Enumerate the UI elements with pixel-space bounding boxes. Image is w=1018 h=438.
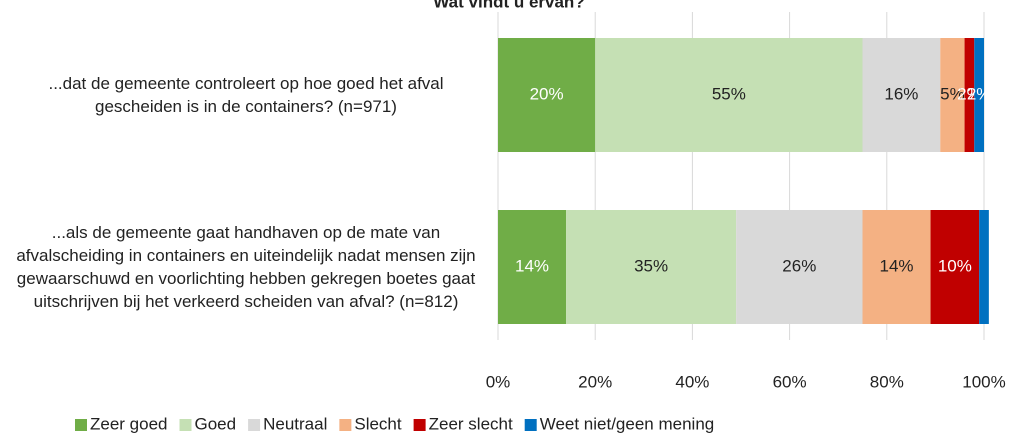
x-tick-label: 100%: [962, 372, 1005, 391]
bar-segment: [736, 210, 863, 324]
bar-segment: [930, 210, 980, 324]
legend-label: Neutraal: [263, 414, 327, 433]
value-label: 26%: [782, 256, 816, 275]
bar-segment: [862, 38, 941, 152]
bar-segment: [940, 38, 965, 152]
x-tick-label: 0%: [486, 372, 511, 391]
category-label: ...dat de gemeente controleert op hoe go…: [48, 74, 444, 116]
legend-label: Zeer slecht: [429, 414, 513, 433]
value-label: 16%: [884, 84, 918, 103]
bar-segment: [498, 38, 596, 152]
legend-swatch: [179, 419, 192, 431]
x-tick-label: 80%: [870, 372, 904, 391]
legend-label: Goed: [195, 414, 237, 433]
bar-segment: [595, 38, 863, 152]
legend-swatch: [524, 419, 537, 431]
legend-swatch: [248, 419, 261, 431]
value-label: 20%: [530, 84, 564, 103]
value-label: 10%: [938, 256, 972, 275]
value-label: 2%: [967, 84, 992, 103]
bar-segment: [862, 210, 931, 324]
x-tick-label: 20%: [578, 372, 612, 391]
value-label: 35%: [634, 256, 668, 275]
category-label: ...als de gemeente gaat handhaven op de …: [16, 223, 476, 311]
legend-label: Slecht: [354, 414, 402, 433]
bar-segment: [974, 38, 984, 152]
value-label: 55%: [712, 84, 746, 103]
bar-segment: [964, 38, 975, 152]
bar-segment: [498, 210, 567, 324]
x-tick-label: 40%: [675, 372, 709, 391]
bar-segment: [566, 210, 737, 324]
chart-title: Wat vindt u ervan?: [433, 0, 584, 11]
value-label: 14%: [515, 256, 549, 275]
legend-swatch: [413, 419, 426, 431]
value-label: 5%: [940, 84, 965, 103]
legend-swatch: [339, 419, 352, 431]
legend-label: Weet niet/geen mening: [540, 414, 715, 433]
value-label: 14%: [880, 256, 914, 275]
legend-swatch: [75, 419, 87, 431]
x-tick-label: 60%: [773, 372, 807, 391]
legend-label: Zeer goed: [90, 414, 168, 433]
bar-segment: [979, 210, 989, 324]
